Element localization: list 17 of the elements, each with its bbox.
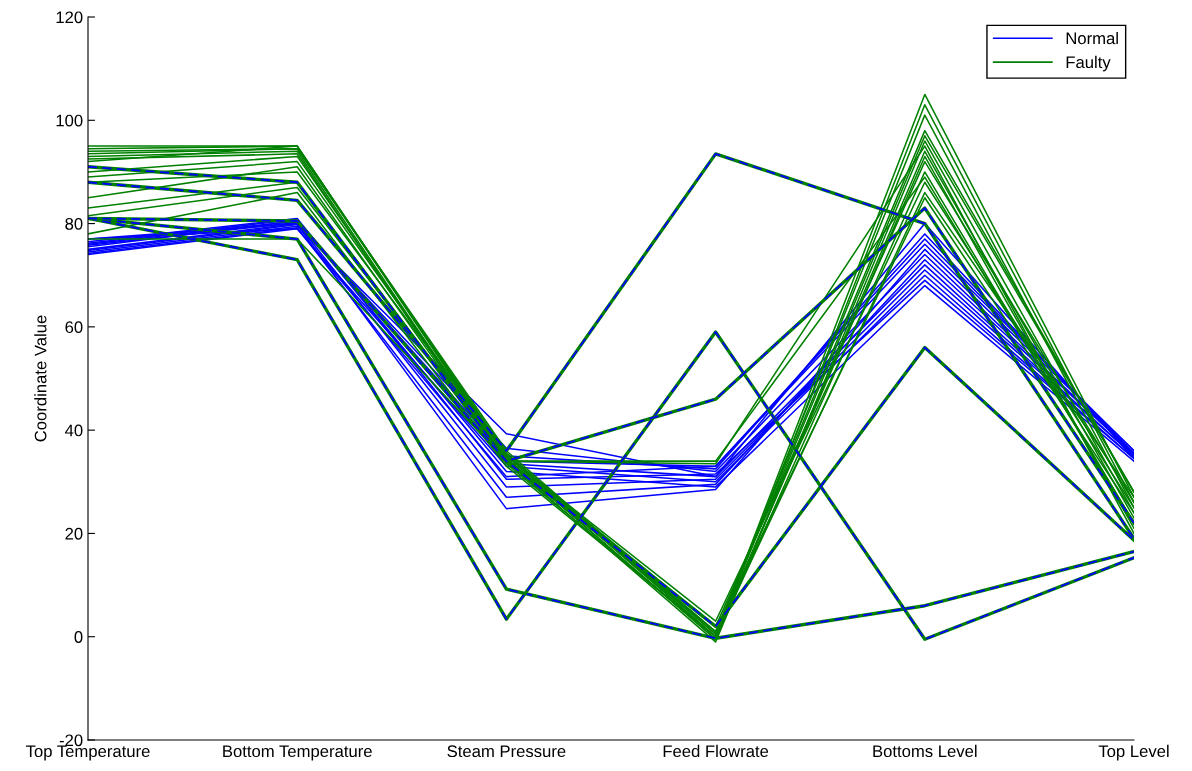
- x-tick-label: Bottom Temperature: [223, 745, 372, 761]
- y-tick-label: 120: [56, 11, 83, 24]
- y-axis-title: Coordinate Value: [34, 315, 47, 442]
- x-tick-label: Top Level: [1098, 744, 1169, 761]
- y-tick-label: 40: [64, 424, 83, 437]
- y-tick-label: 80: [65, 217, 83, 230]
- legend-label: Normal: [1066, 32, 1118, 45]
- x-tick-label: Bottoms Level: [873, 744, 977, 758]
- y-tick-label: 20: [65, 527, 83, 540]
- legend-label: Faulty: [1066, 55, 1111, 72]
- y-tick-label: -20: [59, 734, 83, 747]
- x-tick-label: Top Temperature: [26, 745, 150, 761]
- y-tick-label: 60: [65, 321, 83, 334]
- y-tick-label: 100: [56, 114, 83, 127]
- y-tick-label: 0: [74, 631, 83, 643]
- x-tick-label: Feed Flowrate: [663, 744, 769, 758]
- x-tick-label: Steam Pressure: [447, 745, 566, 758]
